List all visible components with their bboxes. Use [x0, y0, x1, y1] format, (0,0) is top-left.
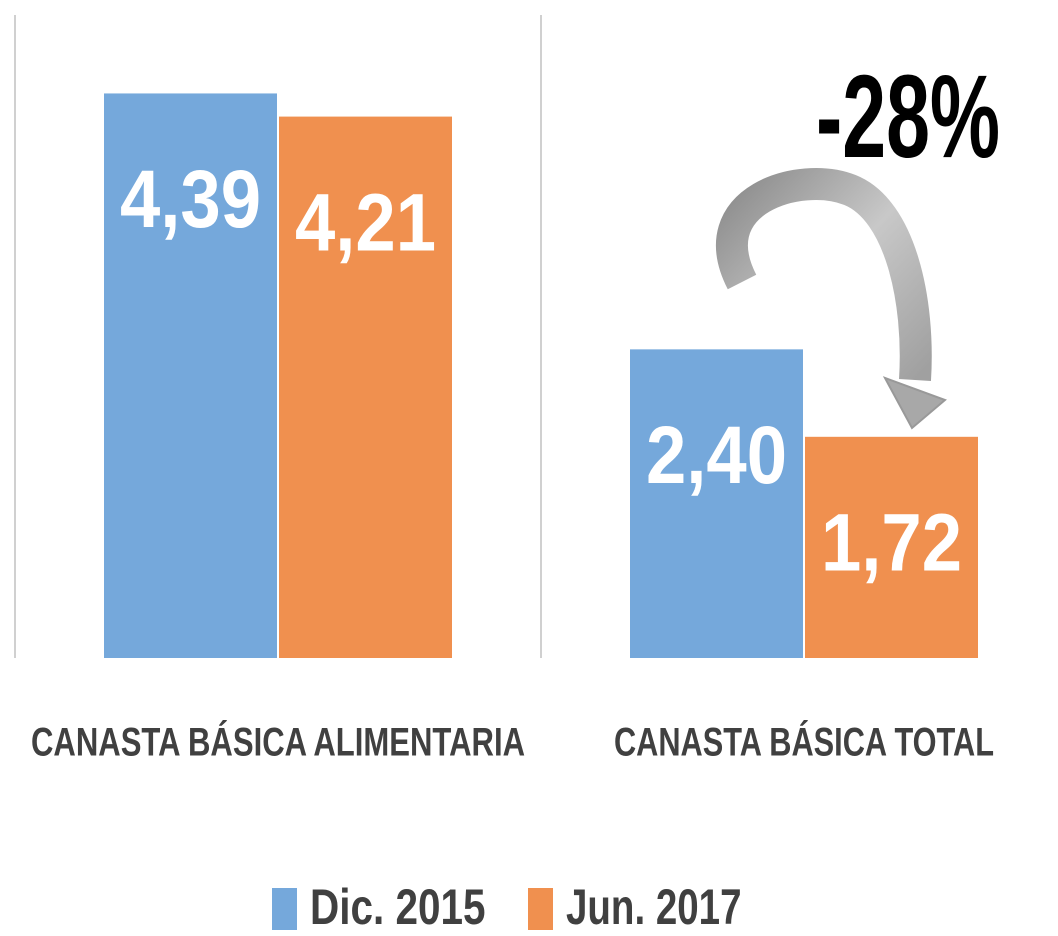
value-label: 2,40	[646, 410, 787, 501]
bar	[279, 116, 452, 659]
legend-swatch	[272, 888, 297, 930]
value-label: 4,21	[295, 177, 436, 268]
legend-label: Jun. 2017	[566, 879, 742, 935]
legend-swatch	[528, 888, 553, 930]
bar	[805, 436, 978, 658]
bar	[630, 349, 803, 658]
bar	[104, 93, 277, 659]
value-label: 4,39	[120, 154, 261, 245]
value-label: 1,72	[821, 497, 962, 588]
x-tick-label: CANASTA BÁSICA TOTAL	[614, 720, 994, 765]
annotation: -28%	[816, 51, 1000, 183]
legend-label: Dic. 2015	[310, 879, 486, 935]
curved-arrow	[716, 168, 947, 430]
x-tick-label: CANASTA BÁSICA ALIMENTARIA	[31, 720, 525, 765]
